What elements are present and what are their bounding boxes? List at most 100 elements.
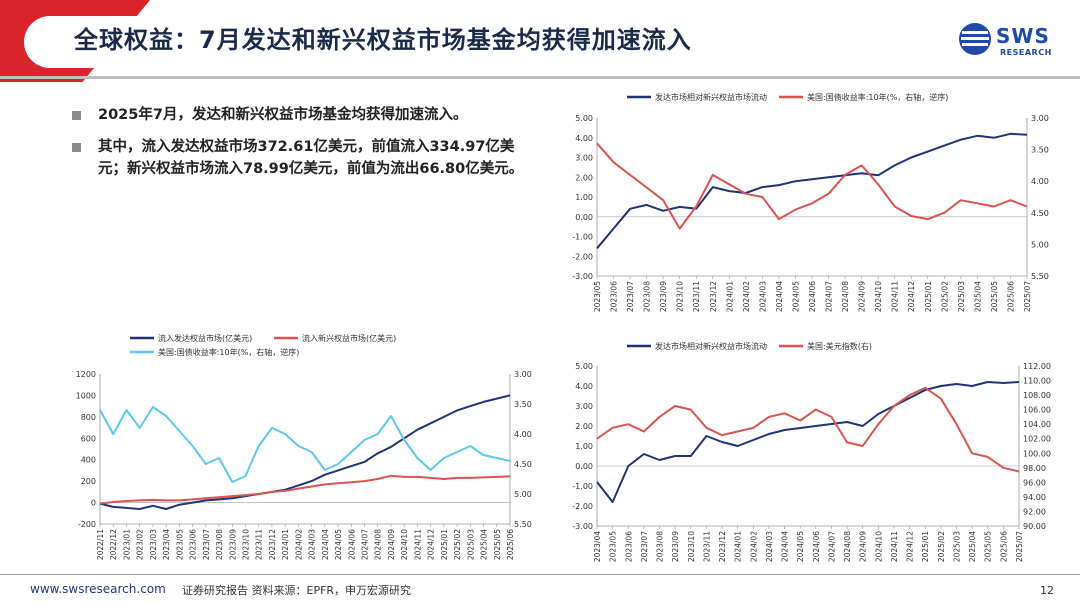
x-tick-label: 2023/07 — [626, 281, 635, 312]
series-line — [99, 406, 511, 483]
x-tick-label: 2023/08 — [643, 281, 652, 312]
legend-label: 流入新兴权益市场(亿美元) — [302, 333, 396, 343]
sws-logo: SWS RESEARCH — [958, 22, 1058, 64]
page-title: 全球权益：7月发达和新兴权益市场基金均获得加速流入 — [74, 26, 692, 54]
y-tick-label-right: 3.00 — [514, 370, 532, 379]
y-tick-label-right: 96.00 — [1023, 478, 1046, 487]
x-tick-label: 2023/06 — [610, 281, 619, 312]
x-tick-label: 2024/10 — [874, 281, 883, 312]
y-tick-label-right: 100.00 — [1023, 449, 1051, 458]
x-tick-label: 2023/05 — [593, 281, 602, 312]
y-tick-label-left: 200 — [81, 477, 96, 486]
x-tick-label: 2024/04 — [781, 531, 790, 562]
y-tick-label-right: 110.00 — [1023, 377, 1051, 386]
x-tick-label: 2025/04 — [973, 281, 982, 312]
y-tick-label-left: -3.00 — [572, 272, 593, 281]
y-tick-label-right: 3.50 — [514, 400, 532, 409]
header-divider — [0, 76, 1080, 79]
legend-label: 美国:国债收益率:10年(%，右轴，逆序) — [807, 92, 948, 102]
x-tick-label: 2025/02 — [937, 531, 946, 562]
chart-svg: 1200 1000 800 600 400 200 0 -200 3.00 3.50 4.00 4.5… — [76, 333, 532, 560]
y-tick-label-left: -1.00 — [572, 482, 593, 491]
series-line — [596, 142, 1028, 230]
y-tick-label-right: 4.00 — [514, 430, 532, 439]
series-line — [596, 132, 1028, 249]
bullet-text: 其中，流入发达权益市场372.61亿美元，前值流入334.97亿美元；新兴权益市… — [98, 139, 524, 177]
x-tick-label: 2024/04 — [775, 281, 784, 312]
x-tick-label: 2024/01 — [725, 281, 734, 312]
y-tick-label-right: 94.00 — [1023, 493, 1046, 502]
x-tick-label: 2023/06 — [189, 529, 198, 560]
y-tick-label-right: 102.00 — [1023, 435, 1051, 444]
x-tick-label: 2024/12 — [906, 531, 915, 562]
y-tick-label-right: 104.00 — [1023, 420, 1051, 429]
x-tick-label: 2024/02 — [294, 529, 303, 560]
y-tick-label-left: 3.00 — [575, 154, 593, 163]
x-tick-label: 2024/03 — [765, 531, 774, 562]
x-tick-label: 2025/01 — [921, 531, 930, 562]
x-tick-label: 2024/01 — [734, 531, 743, 562]
x-tick-label: 2023/04 — [593, 531, 602, 562]
y-tick-label-left: 800 — [81, 413, 96, 422]
y-tick-label-left: 4.00 — [575, 382, 593, 391]
x-tick-label: 2024/11 — [891, 281, 900, 312]
x-tick-label: 2025/05 — [493, 529, 502, 560]
y-tick-label-left: 1.00 — [575, 442, 593, 451]
x-tick-label: 2024/07 — [361, 529, 370, 560]
x-tick-label: 2024/07 — [827, 531, 836, 562]
x-tick-label: 2023/06 — [624, 531, 633, 562]
x-tick-label: 2023/07 — [640, 531, 649, 562]
y-tick-label-right: 90.00 — [1023, 522, 1046, 531]
x-tick-label: 2024/07 — [825, 281, 834, 312]
series-line — [596, 386, 1020, 473]
bullet-list: 2025年7月，发达和新兴权益市场基金均获得加速流入。 其中，流入发达权益市场3… — [72, 104, 542, 190]
y-tick-label-right: 98.00 — [1023, 464, 1046, 473]
y-tick-label-left: -2.00 — [572, 502, 593, 511]
chart-flow-vs-treasury: 5.00 4.00 3.00 2.00 1.00 0.00 -1.00 -2.00 -3.00 3… — [555, 86, 1070, 318]
x-tick-label: 2023/12 — [268, 529, 277, 560]
bullet-item: 其中，流入发达权益市场372.61亿美元，前值流入334.97亿美元；新兴权益市… — [72, 136, 542, 180]
x-tick-label: 2025/02 — [940, 281, 949, 312]
y-tick-label-left: -2.00 — [572, 252, 593, 261]
x-tick-label: 2023/10 — [241, 529, 250, 560]
x-tick-label: 2023/08 — [656, 531, 665, 562]
y-tick-label-left: 0 — [91, 499, 96, 508]
x-tick-label: 2023/03 — [149, 529, 158, 560]
x-tick-label: 2025/02 — [453, 529, 462, 560]
y-tick-label-left: 1.00 — [575, 193, 593, 202]
x-tick-label: 2025/04 — [480, 529, 489, 560]
x-tick-label: 2025/03 — [957, 281, 966, 312]
x-tick-label: 2024/12 — [907, 281, 916, 312]
legend-label: 流入发达权益市场(亿美元) — [158, 333, 252, 343]
footer-url[interactable]: www.swsresearch.com — [30, 582, 166, 596]
x-tick-label: 2024/04 — [321, 529, 330, 560]
header: 全球权益：7月发达和新兴权益市场基金均获得加速流入 SWS RESEARCH — [0, 0, 1080, 82]
y-tick-label-left: 5.00 — [575, 362, 593, 371]
x-tick-label: 2024/08 — [374, 529, 383, 560]
y-tick-label-left: -1.00 — [572, 233, 593, 242]
x-tick-label: 2023/11 — [692, 281, 701, 312]
y-tick-label-left: 3.00 — [575, 402, 593, 411]
x-tick-label: 2023/09 — [659, 281, 668, 312]
x-tick-label: 2023/12 — [718, 531, 727, 562]
x-tick-label: 2022/11 — [96, 529, 105, 560]
x-tick-label: 2024/06 — [812, 531, 821, 562]
x-tick-label: 2025/04 — [968, 531, 977, 562]
x-tick-label: 2023/05 — [609, 531, 618, 562]
y-tick-label-left: 1200 — [76, 370, 96, 379]
x-tick-label: 2024/02 — [749, 531, 758, 562]
x-tick-label: 2025/03 — [466, 529, 475, 560]
legend-label: 美国:国债收益率:10年(%，右轴，逆序) — [158, 347, 299, 357]
bullet-item: 2025年7月，发达和新兴权益市场基金均获得加速流入。 — [72, 104, 542, 126]
x-tick-label: 2024/01 — [281, 529, 290, 560]
x-tick-label: 2023/08 — [215, 529, 224, 560]
x-tick-label: 2025/07 — [1023, 281, 1032, 312]
y-tick-label-right: 106.00 — [1023, 406, 1051, 415]
x-tick-label: 2024/03 — [308, 529, 317, 560]
bullet-text: 2025年7月，发达和新兴权益市场基金均获得加速流入。 — [98, 107, 468, 123]
x-tick-label: 2024/05 — [334, 529, 343, 560]
footer-source-note: 证券研究报告 资料来源：EPFR，申万宏源研究 — [182, 584, 412, 597]
chart-flow-vs-dollar: 5.00 4.00 3.00 2.00 1.00 0.00 -1.00 -2.00 -3.00 1… — [555, 334, 1070, 572]
page-number: 12 — [1040, 584, 1054, 597]
y-tick-label-right: 5.00 — [514, 490, 532, 499]
